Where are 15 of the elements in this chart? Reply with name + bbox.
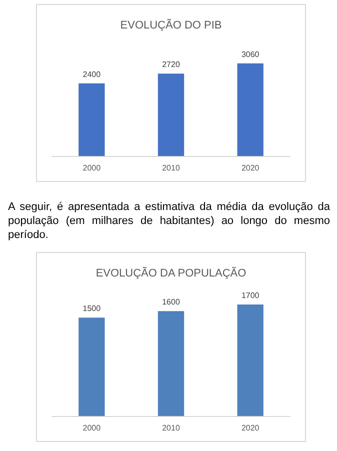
x-tick-label: 2000 [82,424,102,432]
data-label: 1500 [82,304,102,314]
chart-title: EVOLUÇÃO DO PIB [120,18,222,32]
data-label: 1700 [241,291,260,300]
x-tick-label: 2020 [241,424,260,432]
chart-subtitle: A seguir, é apresentada a estimativa da média da evolução da população (em milhares de habitantes) ao longo do mesmo período. [8,200,330,242]
data-label: 3060 [241,50,260,59]
data-label: 1600 [162,298,180,307]
data-label: 2400 [82,70,102,79]
x-tick-label: 2000 [82,164,102,172]
data-label: 2720 [162,60,180,70]
chart-title: EVOLUÇÃO DA POPULAÇÃO [96,266,247,280]
x-tick-label: 2010 [162,424,180,432]
x-tick-label: 2020 [241,164,260,172]
x-tick-label: 2010 [162,164,180,172]
